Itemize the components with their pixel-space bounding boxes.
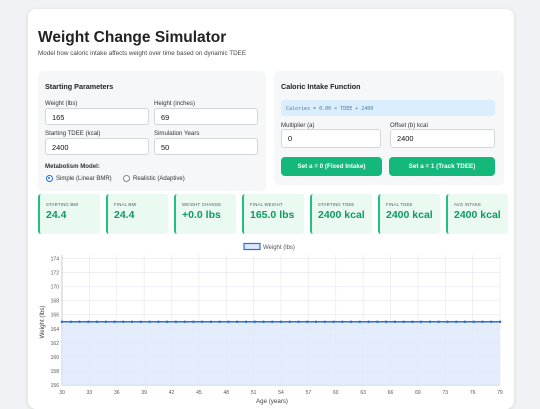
stat-value: 2400 kcal [454,209,501,221]
stat-label: Final TDEE [386,202,413,207]
years-input[interactable]: 50 [154,138,258,155]
model-realistic-label: Realistic (Adaptive) [133,175,185,182]
starting-parameters-panel: Starting Parameters Weight (lbs) 165 Hei… [38,71,266,191]
stat-label: Avg Intake [454,202,482,207]
years-label: Simulation Years [154,130,200,137]
simulator-card: Weight Change Simulator Model how calori… [28,9,514,409]
stat-value: 2400 kcal [318,209,365,221]
offset-label: Offset (b) kcal [390,122,428,129]
model-simple-label: Simple (Linear BMR) [56,175,112,182]
stat-starting-tdee: Starting TDEE 2400 kcal [310,194,372,234]
starting-parameters-heading: Starting Parameters [45,82,114,91]
offset-input[interactable]: 2400 [390,129,495,148]
set-track-tdee-button[interactable]: Set a = 1 (Track TDEE) [389,157,495,176]
stat-weight-change: Weight Change +0.0 lbs [174,194,236,234]
stat-value: 165.0 lbs [250,209,295,221]
page-subtitle: Model how caloric intake affects weight … [38,50,247,57]
radio-unselected-icon[interactable] [123,175,130,182]
model-label: Metabolism Model: [45,163,100,170]
height-label: Height (inches) [154,100,195,107]
tdee-input[interactable]: 2400 [45,138,149,155]
stat-final-weight: Final Weight 165.0 lbs [242,194,304,234]
stat-label: Starting BMI [46,202,79,207]
multiplier-label: Multiplier (a) [281,122,315,129]
stat-final-tdee: Final TDEE 2400 kcal [378,194,440,234]
model-simple-option[interactable]: Simple (Linear BMR) [46,175,112,182]
stat-avg-intake: Avg Intake 2400 kcal [446,194,508,234]
stat-starting-bmi: Starting BMI 24.4 [38,194,100,234]
stat-final-bmi: Final BMI 24.4 [106,194,168,234]
tdee-label: Starting TDEE (kcal) [45,130,101,137]
stat-label: Final BMI [114,202,137,207]
caloric-intake-heading: Caloric Intake Function [281,82,361,91]
stat-label: Starting TDEE [318,202,355,207]
caloric-intake-panel: Caloric Intake Function Calories = 0.00 … [274,71,504,185]
page-title: Weight Change Simulator [38,29,227,46]
formula-display: Calories = 0.00 × TDEE + 2400 [281,100,495,116]
set-fixed-intake-button[interactable]: Set a = 0 (Fixed Intake) [281,157,382,176]
model-realistic-option[interactable]: Realistic (Adaptive) [123,175,185,182]
stat-value: 24.4 [114,209,135,221]
height-input[interactable]: 69 [154,108,258,125]
stat-label: Final Weight [250,202,283,207]
weight-input[interactable]: 165 [45,108,149,125]
stat-value: +0.0 lbs [182,209,221,221]
radio-selected-icon[interactable] [46,175,53,182]
stat-label: Weight Change [182,202,222,207]
weight-label: Weight (lbs) [45,100,78,107]
stat-value: 2400 kcal [386,209,433,221]
stat-value: 24.4 [46,209,67,221]
multiplier-input[interactable]: 0 [281,129,381,148]
